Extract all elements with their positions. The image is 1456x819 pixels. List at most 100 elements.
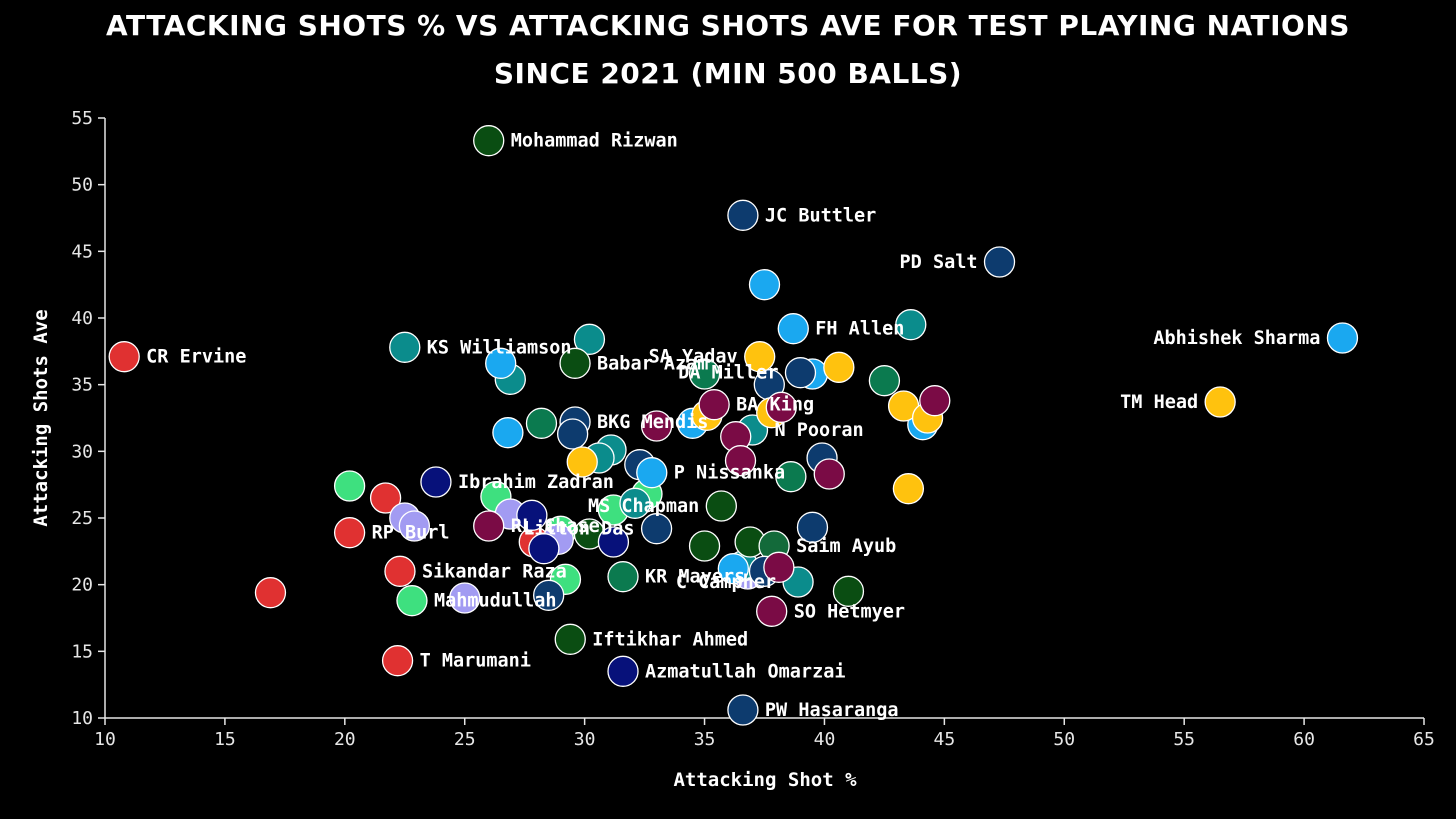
point-label: Mahmudullah	[434, 591, 557, 612]
data-point	[1204, 386, 1236, 418]
data-point	[727, 199, 759, 231]
data-point	[784, 357, 817, 389]
point-label: BKG Mendis	[597, 412, 708, 433]
data-point	[763, 551, 795, 583]
x-tick-label: 25	[454, 729, 476, 750]
data-point	[640, 513, 673, 545]
data-point	[573, 323, 606, 355]
data-point	[449, 582, 481, 614]
point-label: RP Burl	[372, 523, 450, 544]
data-point	[983, 246, 1016, 278]
point-label: PD Salt	[900, 252, 978, 273]
point-label: SA Yadav	[649, 347, 738, 368]
point-label: Sikandar Raza	[422, 561, 567, 582]
x-tick-label: 60	[1293, 729, 1315, 750]
data-point	[420, 466, 452, 498]
data-point	[485, 347, 517, 379]
data-point	[748, 269, 781, 301]
x-tick-label: 45	[934, 729, 956, 750]
data-point	[381, 645, 414, 677]
data-point	[636, 457, 668, 489]
data-point	[396, 585, 428, 617]
x-tick-label: 50	[1053, 729, 1075, 750]
point-label: MS Chapman	[588, 496, 699, 517]
data-point	[554, 623, 586, 655]
point-label: PW Hasaranga	[765, 700, 899, 721]
data-point	[473, 510, 505, 542]
data-point	[765, 391, 797, 423]
data-point	[333, 517, 366, 549]
data-point	[919, 385, 951, 417]
point-label: T Marumani	[420, 651, 531, 672]
data-point	[823, 351, 855, 383]
data-point	[559, 347, 591, 379]
point-label: Litton Das	[523, 519, 634, 540]
point-label: C Campher	[676, 572, 776, 593]
x-tick-label: 40	[814, 729, 836, 750]
data-point	[108, 341, 140, 373]
data-point	[892, 473, 925, 505]
point-label: CR Ervine	[146, 347, 246, 368]
data-points	[108, 125, 1359, 726]
data-point	[688, 358, 721, 390]
axes: 10 15 20 25 30 35 40 45 50 55 60 65 10 15 20 25 30 35 40 45…	[71, 108, 1435, 750]
point-labels: CR Ervine RP Burl Sikandar Raza T Marumani M…	[146, 131, 1320, 721]
point-label: KS Williamson	[427, 337, 572, 358]
data-point	[744, 341, 776, 373]
x-tick-label: 10	[94, 729, 116, 750]
data-point	[619, 487, 651, 519]
data-point	[516, 499, 548, 531]
data-point	[254, 577, 287, 609]
point-label: TM Head	[1120, 392, 1198, 413]
x-tick-label: 35	[694, 729, 716, 750]
data-point	[607, 655, 639, 687]
data-point	[688, 530, 721, 562]
point-label: Iftikhar Ahmed	[592, 629, 748, 650]
data-point	[895, 309, 927, 341]
data-point	[389, 331, 421, 363]
data-point	[566, 446, 598, 478]
data-point	[1326, 322, 1359, 354]
x-axis-title: Attacking Shot %	[673, 769, 857, 791]
data-point	[528, 533, 560, 565]
point-label: Saim Ayub	[796, 536, 896, 557]
data-point	[868, 365, 901, 397]
point-label: SO Hetmyer	[794, 601, 905, 622]
x-tick-label: 55	[1173, 729, 1195, 750]
data-point	[832, 575, 865, 607]
point-label: RL Chase	[511, 516, 600, 537]
y-tick-label: 35	[71, 375, 93, 396]
data-point	[369, 482, 402, 514]
point-label: Ibrahim Zadran	[458, 472, 614, 493]
point-label: DA Miller	[678, 363, 778, 384]
data-point	[556, 418, 589, 450]
point-label: P Nissanka	[674, 463, 785, 484]
data-point	[333, 470, 366, 502]
y-tick-label: 30	[71, 441, 93, 462]
data-point	[724, 445, 757, 477]
y-tick-label: 20	[71, 575, 93, 596]
data-point	[813, 458, 845, 490]
data-point	[473, 125, 505, 157]
data-point	[640, 410, 673, 442]
y-tick-label: 50	[71, 175, 93, 196]
data-point	[384, 555, 416, 587]
y-tick-label: 10	[71, 708, 93, 729]
point-label: BA King	[736, 395, 814, 416]
data-point	[533, 579, 565, 611]
y-tick-label: 45	[71, 241, 93, 262]
data-point	[777, 313, 809, 345]
data-point	[727, 694, 759, 726]
data-point	[705, 490, 737, 522]
data-point	[607, 561, 639, 593]
data-point	[492, 417, 524, 449]
point-label: KR Mayers	[645, 567, 745, 588]
y-tick-label: 25	[71, 508, 93, 529]
point-label: Babar Azam	[597, 353, 708, 374]
point-label: FH Allen	[815, 319, 904, 340]
point-label: Mohammad Rizwan	[511, 131, 678, 152]
data-point	[525, 407, 558, 439]
y-tick-label: 40	[71, 308, 93, 329]
data-point	[597, 526, 630, 558]
